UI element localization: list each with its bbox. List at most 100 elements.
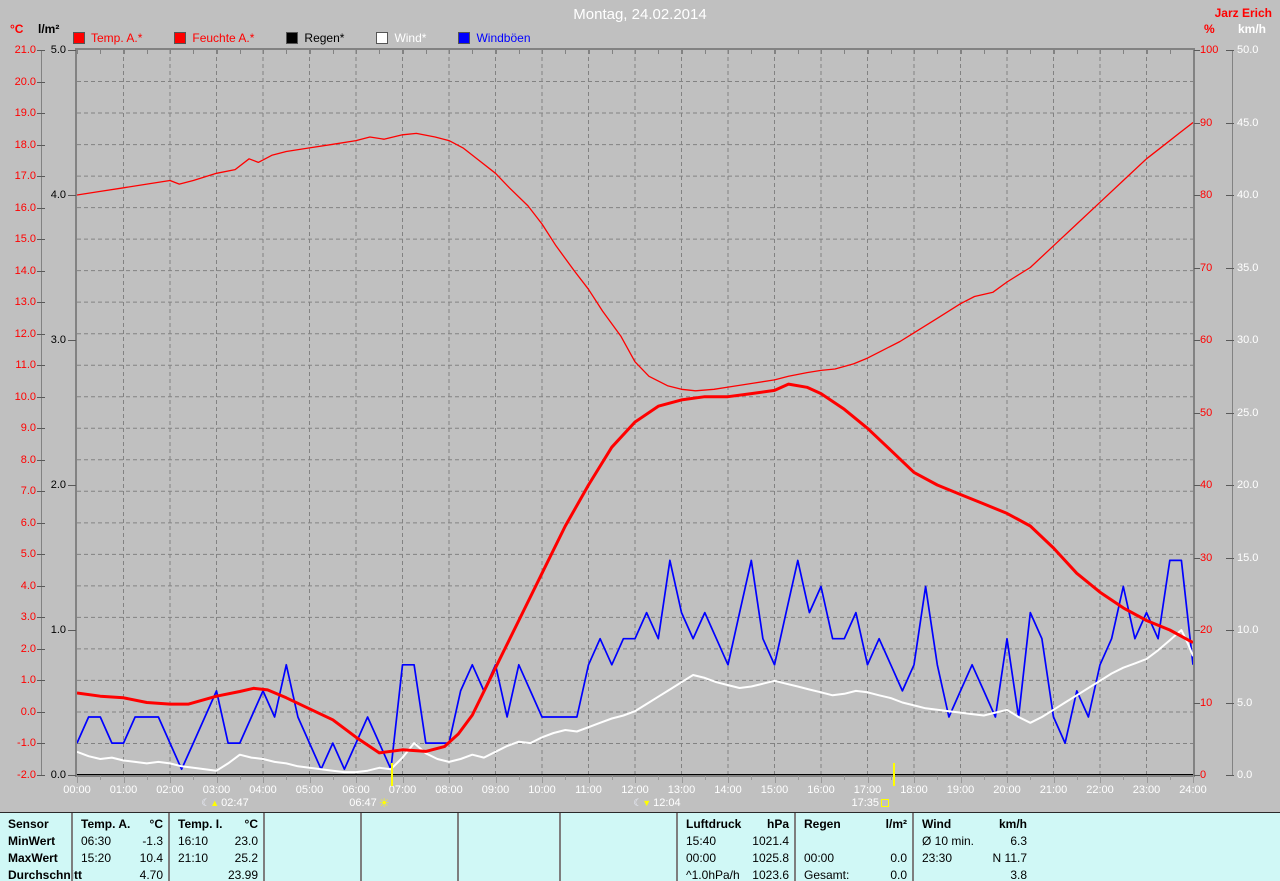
cell-value: 1025.8 [752,851,789,865]
table-cell-row [796,833,912,850]
marker-time: 17:35 [851,797,879,809]
table-cell-row: Ø 10 min. 6.3 [914,833,1280,850]
x-axis-tick [565,776,567,780]
column-unit: km/h [998,817,1027,831]
legend-item-windböen[interactable]: Windböen [458,31,531,45]
x-axis-top-tick [937,50,939,54]
table-row-label: Sensor [0,816,71,833]
legend-item-feuchtea[interactable]: Feuchte A.* [174,31,254,45]
temp-axis-label: 7.0 [20,485,36,498]
x-axis-top-tick [565,50,567,54]
table-cell-row [459,867,559,881]
temp-axis-tick [37,302,45,304]
cell-time: 00:00 [686,851,717,865]
table-column-header [459,816,559,833]
cell-value: -1.3 [142,834,163,848]
x-axis-tick [286,776,288,780]
table-cell-row: 23:30 N 11.7 [914,850,1280,867]
wind-axis-label: 25.0 [1237,406,1259,419]
x-axis-tick [751,776,753,780]
x-axis-tick [844,776,846,780]
x-axis-tick [1053,776,1055,783]
table-column-header [362,816,457,833]
x-axis-tick [100,776,102,780]
x-axis-top-tick [495,50,497,54]
humidity-axis-label: 30 [1200,551,1213,564]
table-row-label-text: Durchschnitt [8,868,83,881]
x-axis-label: 02:00 [156,784,184,796]
wind-axis-label: 5.0 [1237,696,1253,709]
x-axis-top-tick [100,50,102,54]
table-row-label: Durchschnitt [0,867,82,881]
temp-axis-label: 16.0 [14,201,36,214]
x-axis-top-tick [797,50,799,54]
temp-axis-label: 5.0 [20,548,36,561]
table-cell-row: 21:10 25.2 [170,850,263,867]
x-axis-tick [1169,776,1171,780]
x-axis-top-tick [216,50,218,54]
table-cell-row: 00:00 0.0 [796,850,912,867]
table-column-empty [263,813,360,881]
x-axis-top-tick [1030,50,1032,54]
table-column-header [561,816,676,833]
x-axis-top-tick [728,50,729,54]
x-axis-top-tick [542,50,543,54]
cell-time: 21:10 [178,851,209,865]
humidity-axis-tick [1194,50,1200,51]
temp-axis-tick [37,207,45,209]
wind-axis-tick [1226,702,1234,704]
x-axis-label: 07:00 [388,784,417,796]
rain-axis-tick [68,485,76,486]
wind-axis-tick [1226,122,1234,124]
temp-axis-unit: °C [10,22,24,36]
legend-item-regen[interactable]: Regen* [286,31,344,45]
x-axis-top-tick [332,50,334,54]
x-axis-label: 21:00 [1039,784,1068,796]
x-axis-top-tick [1146,50,1148,54]
rain-axis-tick [68,630,76,631]
rain-axis-tick [68,775,76,776]
temp-axis-tick [37,585,45,587]
x-axis-label: 00:00 [63,784,91,796]
temp-axis-tick [37,333,45,335]
legend-item-wind[interactable]: Wind* [376,31,426,45]
column-unit: °C [244,817,258,831]
x-axis-top-tick [1123,50,1125,54]
series-line-windböen [77,559,1193,771]
column-unit: °C [149,817,163,831]
column-title: Wind [922,817,952,831]
x-axis-tick [170,776,171,783]
x-axis-tick [728,776,729,783]
humidity-axis-label: 0 [1200,769,1207,781]
table-column-empty [457,813,559,881]
wind-axis-tick [1226,50,1234,51]
table-cell-row [265,833,360,850]
rain-axis-label: 3.0 [50,334,66,346]
x-axis-label: 22:00 [1086,784,1114,796]
moonrise-marker: ☾▲ 02:47 [201,797,248,809]
column-title: Temp. A. [81,817,131,831]
x-axis-top-tick [774,50,776,54]
x-axis-label: 05:00 [295,784,324,796]
legend-item-tempa[interactable]: Temp. A.* [73,31,142,45]
x-axis-label: 11:00 [575,784,602,796]
table-cell-row: 4.70 [73,867,168,881]
x-axis-tick [425,776,427,780]
humidity-axis-label: 60 [1200,334,1213,346]
x-axis-top-tick [635,50,636,54]
table-column-header: Luftdruck hPa [678,816,794,833]
x-axis-tick [658,776,660,780]
x-axis-label: 01:00 [109,784,138,796]
rain-axis-label: 2.0 [50,479,66,491]
x-axis-tick [216,776,218,783]
temp-axis-tick [37,270,45,272]
humidity-axis-tick [1194,775,1200,776]
x-axis-label: 13:00 [667,784,696,796]
cell-time: Ø 10 min. [922,834,975,848]
x-axis-top-tick [1007,50,1008,54]
moonset-marker: ☾▼ 12:04 [633,797,680,809]
table-cell-row [561,867,676,881]
table-row-labels: Sensor MinWert MaxWert Durchschnitt [0,813,82,881]
x-axis-tick [239,776,241,780]
wind-axis-label: 30.0 [1237,334,1259,346]
